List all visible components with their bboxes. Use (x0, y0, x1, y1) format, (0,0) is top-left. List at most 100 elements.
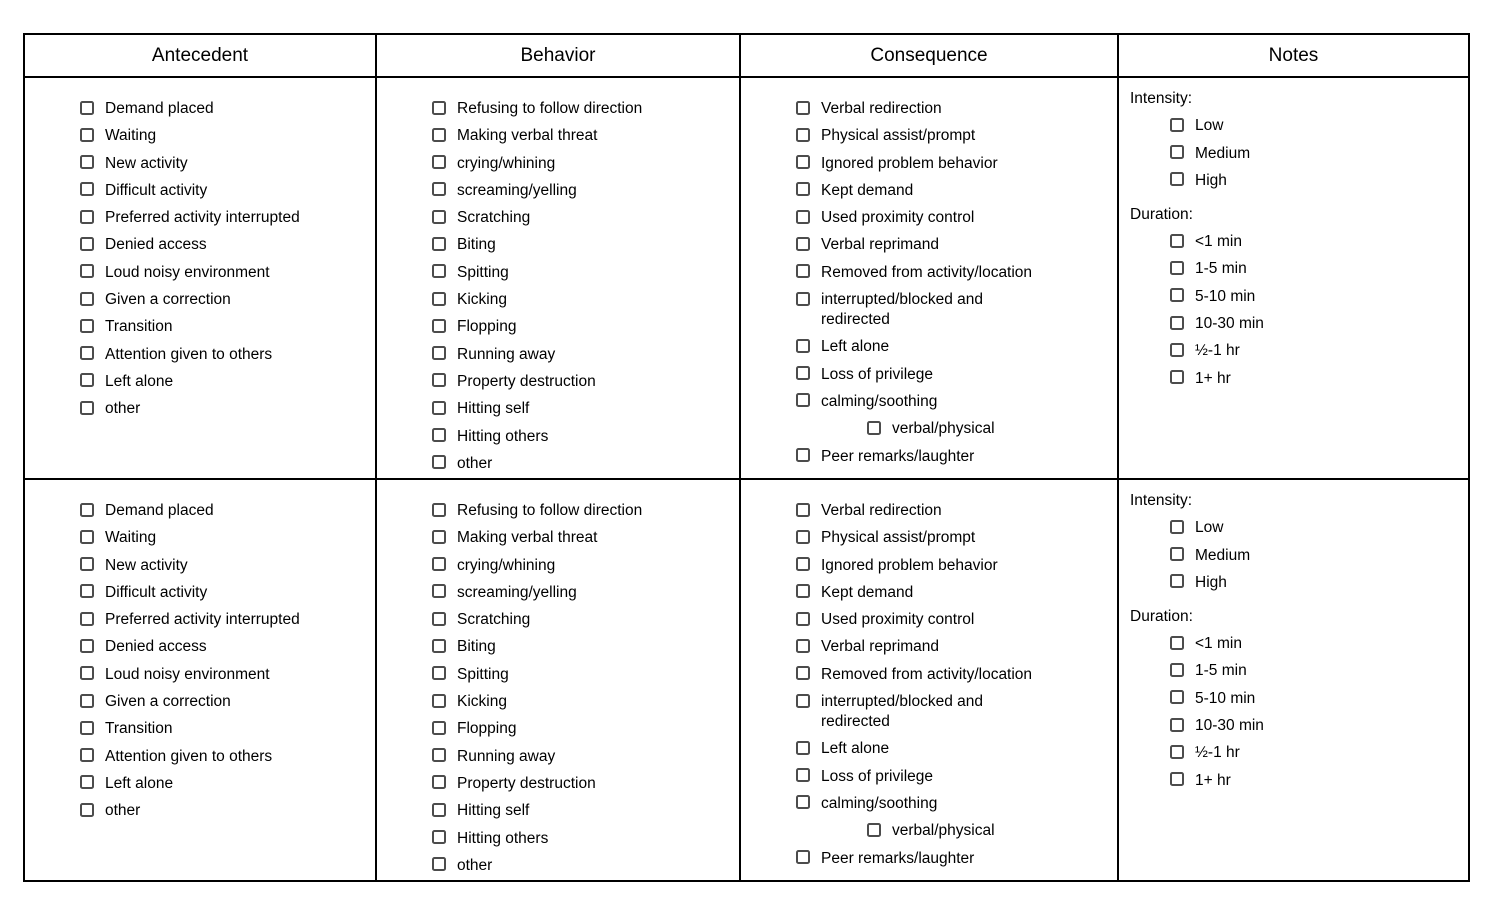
checkbox[interactable] (432, 775, 446, 790)
checkbox[interactable] (80, 155, 94, 170)
checkbox[interactable] (80, 236, 94, 251)
checkbox[interactable] (80, 802, 94, 817)
intensity-checklist: Low Medium High (1130, 518, 1462, 593)
checkbox[interactable] (1170, 315, 1184, 330)
checkbox[interactable] (1170, 744, 1184, 759)
checkbox[interactable] (80, 291, 94, 306)
checkbox[interactable] (80, 502, 94, 517)
checkbox[interactable] (867, 822, 881, 837)
checkbox[interactable] (80, 557, 94, 572)
checkbox[interactable] (796, 693, 810, 708)
checkbox[interactable] (432, 400, 446, 415)
checkbox[interactable] (796, 209, 810, 224)
checkbox[interactable] (432, 666, 446, 681)
checkbox[interactable] (1170, 145, 1184, 160)
checkbox[interactable] (796, 740, 810, 755)
checkbox[interactable] (1170, 342, 1184, 357)
checkbox[interactable] (1170, 370, 1184, 385)
checkbox[interactable] (1170, 717, 1184, 732)
checkbox[interactable] (796, 236, 810, 251)
checkbox[interactable] (796, 264, 810, 279)
checkbox[interactable] (432, 584, 446, 599)
checkbox[interactable] (867, 420, 881, 435)
checkbox[interactable] (1170, 662, 1184, 677)
checkbox[interactable] (796, 155, 810, 170)
checkbox[interactable] (80, 182, 94, 197)
checkbox[interactable] (80, 720, 94, 735)
checkbox[interactable] (432, 373, 446, 388)
checkbox[interactable] (796, 182, 810, 197)
checkbox[interactable] (1170, 547, 1184, 562)
checkbox[interactable] (1170, 260, 1184, 275)
checkbox[interactable] (432, 693, 446, 708)
checkbox[interactable] (432, 100, 446, 115)
checkbox[interactable] (80, 373, 94, 388)
checkbox[interactable] (80, 400, 94, 415)
header-row: Antecedent Behavior Consequence Notes (23, 33, 1470, 78)
checkbox[interactable] (80, 666, 94, 681)
checkbox[interactable] (796, 768, 810, 783)
checkbox[interactable] (796, 338, 810, 353)
checkbox[interactable] (796, 529, 810, 544)
checkbox[interactable] (796, 393, 810, 408)
checkbox[interactable] (1170, 519, 1184, 534)
checkbox[interactable] (1170, 288, 1184, 303)
checkbox[interactable] (432, 502, 446, 517)
checkbox[interactable] (80, 638, 94, 653)
checkbox[interactable] (432, 748, 446, 763)
checkbox[interactable] (796, 666, 810, 681)
checkbox[interactable] (1170, 574, 1184, 589)
checkbox[interactable] (796, 795, 810, 810)
checkbox[interactable] (80, 775, 94, 790)
checkbox[interactable] (432, 720, 446, 735)
checkbox[interactable] (1170, 233, 1184, 248)
checkbox[interactable] (432, 428, 446, 443)
checkbox[interactable] (432, 209, 446, 224)
checkbox[interactable] (432, 155, 446, 170)
checkbox[interactable] (1170, 690, 1184, 705)
checkbox[interactable] (80, 209, 94, 224)
checkbox[interactable] (796, 448, 810, 463)
checkbox[interactable] (432, 857, 446, 872)
checkbox[interactable] (432, 557, 446, 572)
checkbox[interactable] (432, 182, 446, 197)
checkbox[interactable] (796, 557, 810, 572)
checkbox[interactable] (432, 638, 446, 653)
checkbox[interactable] (796, 366, 810, 381)
checkbox[interactable] (80, 693, 94, 708)
checkbox[interactable] (80, 100, 94, 115)
checkbox[interactable] (80, 584, 94, 599)
checkbox[interactable] (796, 502, 810, 517)
checkbox[interactable] (796, 291, 810, 306)
checkbox[interactable] (432, 529, 446, 544)
checkbox[interactable] (1170, 635, 1184, 650)
checkbox[interactable] (432, 802, 446, 817)
checkbox[interactable] (796, 584, 810, 599)
checkbox-label: Transition (105, 720, 173, 738)
checkbox[interactable] (80, 127, 94, 142)
checkbox[interactable] (432, 611, 446, 626)
checkbox[interactable] (796, 611, 810, 626)
checkbox[interactable] (796, 638, 810, 653)
checkbox[interactable] (1170, 772, 1184, 787)
checkbox[interactable] (80, 264, 94, 279)
checkbox[interactable] (432, 830, 446, 845)
checkbox[interactable] (80, 748, 94, 763)
checkbox[interactable] (432, 236, 446, 251)
checkbox[interactable] (432, 127, 446, 142)
checkbox[interactable] (432, 455, 446, 470)
checkbox[interactable] (1170, 117, 1184, 132)
checkbox[interactable] (432, 291, 446, 306)
checkbox[interactable] (432, 318, 446, 333)
checkbox-label: Kept demand (821, 583, 914, 601)
checkbox[interactable] (432, 346, 446, 361)
checkbox[interactable] (80, 346, 94, 361)
checkbox[interactable] (796, 850, 810, 865)
checkbox[interactable] (796, 127, 810, 142)
checkbox[interactable] (432, 264, 446, 279)
checkbox[interactable] (1170, 172, 1184, 187)
checkbox[interactable] (796, 100, 810, 115)
checkbox[interactable] (80, 318, 94, 333)
checkbox[interactable] (80, 529, 94, 544)
checkbox[interactable] (80, 611, 94, 626)
